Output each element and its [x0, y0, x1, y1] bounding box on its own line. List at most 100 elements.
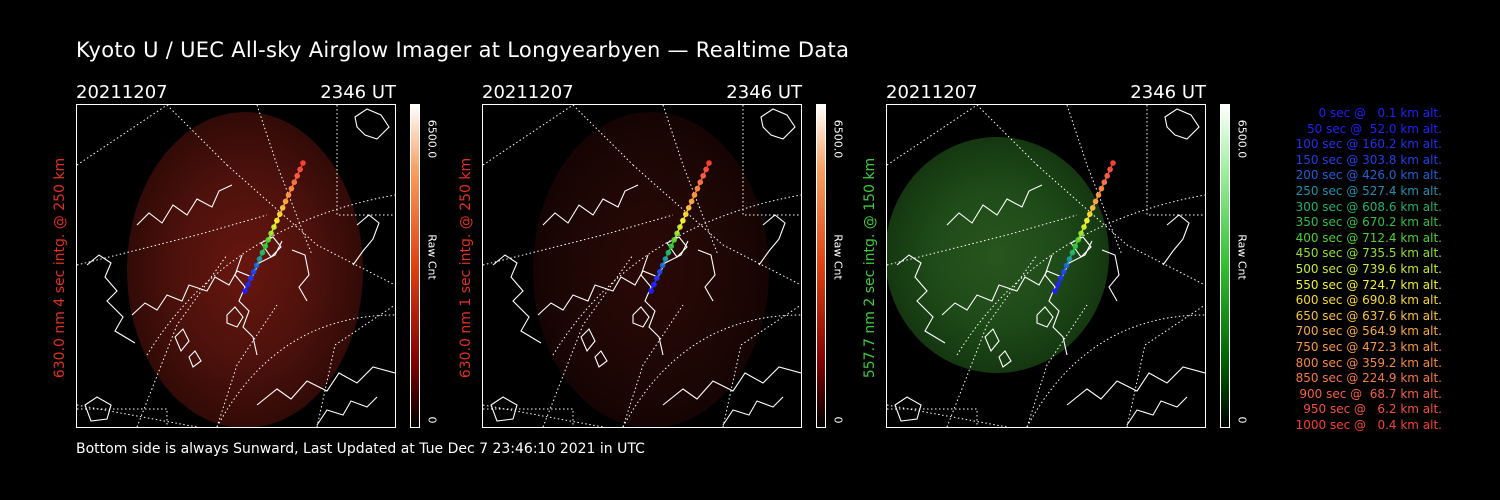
- panel-date: 20211207: [886, 82, 978, 103]
- trajectory-segment: [667, 245, 672, 253]
- trajectory-segment: [693, 188, 699, 196]
- trajectory-segment: [1060, 271, 1065, 279]
- grid-line: [136, 254, 228, 427]
- colorbar-min-text: 0: [831, 416, 845, 424]
- coastline: [354, 108, 390, 140]
- colorbar-min: 0: [1232, 412, 1252, 428]
- trajectory-segment: [656, 271, 661, 279]
- airglow-image: [887, 137, 1109, 373]
- grid-line: [1126, 304, 1205, 427]
- colorbar-max: 6500.0: [828, 104, 848, 174]
- legend-row: 950 sec @ 6.2 km alt.: [1303, 402, 1442, 417]
- colorbar-unit-text: Raw Cnt: [831, 234, 845, 280]
- page-title: Kyoto U / UEC All-sky Airglow Imager at …: [76, 38, 850, 62]
- legend-row: 0 sec @ 0.1 km alt.: [1318, 106, 1443, 120]
- coastline: [174, 328, 190, 353]
- coastline: [1036, 306, 1054, 328]
- coastline: [1126, 396, 1188, 426]
- airglow-image: [533, 112, 769, 427]
- trajectory-segment: [1077, 233, 1082, 241]
- grid-line: [483, 404, 604, 427]
- trajectory-segment: [299, 162, 304, 170]
- grid-line: [722, 304, 801, 427]
- trajectory-segment: [264, 239, 269, 247]
- legend-row: 100 sec @ 160.2 km alt.: [1295, 137, 1442, 152]
- coastline: [1101, 249, 1120, 302]
- legend-row: 1000 sec @ 0.4 km alt.: [1295, 417, 1442, 432]
- trajectory-segment: [273, 220, 278, 228]
- trajectory-segment: [276, 213, 281, 221]
- airglow-image: [127, 112, 363, 427]
- coastline: [594, 350, 608, 368]
- grid-line: [1146, 105, 1205, 216]
- panel-time: 2346 UT: [320, 82, 396, 103]
- trajectory-segment: [279, 207, 284, 215]
- legend-row: 450 sec @ 735.5 km alt.: [1295, 246, 1442, 261]
- trajectory-segment: [1074, 239, 1079, 247]
- grid-line: [146, 194, 395, 356]
- trajectory-segment: [1097, 188, 1103, 196]
- trajectory-segment: [702, 169, 707, 177]
- trajectory-segment: [293, 175, 298, 183]
- coastline: [226, 306, 244, 328]
- imager-panel-1: 20211207 2346 UT 630.0 nm 4 sec intg. @ …: [52, 82, 456, 432]
- trajectory-segment: [1068, 252, 1074, 260]
- legend-row: 500 sec @ 739.6 km alt.: [1295, 261, 1442, 276]
- colorbar-max-text: 6500.0: [831, 119, 845, 159]
- trajectory-legend: 0 sec @ 0.1 km alt. 50 sec @ 52.0 km alt.…: [1296, 106, 1442, 433]
- trajectory-segment: [1065, 258, 1071, 266]
- trajectory-segment: [255, 258, 261, 266]
- colorbar: [816, 104, 826, 428]
- colorbar-unit: Raw Cnt: [422, 212, 442, 302]
- panel-ylabel-text: 557.7 nm 2 sec intg. @ 150 km: [862, 157, 878, 379]
- legend-row: 50 sec @ 52.0 km alt.: [1307, 121, 1442, 136]
- grid-line: [887, 408, 978, 427]
- coastline: [896, 254, 946, 344]
- grid-line: [552, 194, 801, 356]
- grid-line: [1036, 164, 1205, 286]
- grid-line: [216, 314, 395, 427]
- trajectory-segment: [1103, 175, 1108, 183]
- panel-ylabel: 557.7 nm 2 sec intg. @ 150 km: [860, 108, 880, 428]
- legend-row: 200 sec @ 426.0 km alt.: [1295, 168, 1442, 183]
- trajectory-segment: [287, 188, 293, 196]
- grid-line: [256, 105, 313, 256]
- coastline: [632, 306, 650, 328]
- legend-row: 900 sec @ 68.7 km alt.: [1299, 386, 1442, 401]
- trajectory-segment: [258, 252, 264, 260]
- legend-row: 750 sec @ 472.3 km alt.: [1295, 339, 1442, 354]
- colorbar-max-text: 6500.0: [1235, 119, 1249, 159]
- trajectory-segment: [696, 181, 701, 189]
- trajectory-segment: [1083, 220, 1088, 228]
- trajectory-segment: [659, 265, 664, 273]
- colorbar: [1220, 104, 1230, 428]
- coastline: [580, 328, 596, 353]
- coastline: [256, 366, 395, 406]
- coastline: [946, 184, 1043, 226]
- panel-ylabel: 630.0 nm 4 sec intg. @ 250 km: [50, 108, 70, 428]
- grid-line: [662, 105, 719, 256]
- coastline: [894, 396, 922, 422]
- coastline: [662, 366, 801, 406]
- map-svg: [887, 105, 1205, 427]
- legend-row: 350 sec @ 670.2 km alt.: [1295, 215, 1442, 230]
- grid-line: [1026, 314, 1205, 427]
- coastline: [542, 184, 639, 226]
- trajectory-segment: [685, 207, 690, 215]
- grid-line: [1066, 105, 1123, 256]
- coastline: [1066, 366, 1205, 406]
- coastline: [1162, 214, 1190, 266]
- grid-line: [226, 164, 395, 286]
- coastline: [998, 350, 1012, 368]
- coastline: [760, 108, 796, 140]
- colorbar-unit-text: Raw Cnt: [425, 234, 439, 280]
- trajectory-segment: [1092, 201, 1097, 209]
- trajectory-segment: [1057, 277, 1062, 285]
- trajectory-segment: [1071, 245, 1076, 253]
- legend-row: 800 sec @ 359.2 km alt.: [1295, 355, 1442, 370]
- trajectory-segment: [250, 271, 255, 279]
- colorbar-unit: Raw Cnt: [828, 212, 848, 302]
- trajectory-segment: [1106, 169, 1111, 177]
- colorbar-min: 0: [828, 412, 848, 428]
- grid-line: [632, 164, 801, 286]
